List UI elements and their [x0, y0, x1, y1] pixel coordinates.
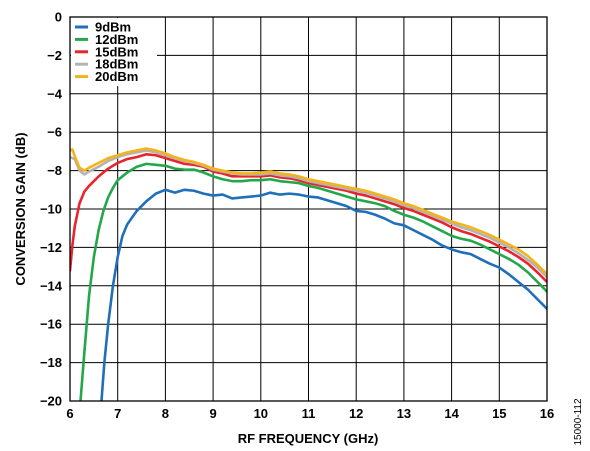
series-line-18dBm — [70, 149, 547, 279]
y-tick-label: 0 — [55, 10, 62, 25]
x-tick-label: 14 — [444, 406, 459, 421]
y-axis-label: CONVERSION GAIN (dB) — [13, 132, 28, 285]
x-tick-label: 13 — [397, 406, 411, 421]
x-tick-label: 15 — [492, 406, 506, 421]
series-line-12dBm — [79, 162, 547, 401]
y-tick-label: −20 — [40, 394, 62, 409]
x-tick-label: 12 — [349, 406, 363, 421]
x-tick-label: 10 — [254, 406, 268, 421]
series-line-20dBm — [70, 147, 547, 276]
x-tick-label: 9 — [209, 406, 216, 421]
legend-label: 12dBm — [95, 32, 138, 47]
x-tick-label: 16 — [540, 406, 554, 421]
y-tick-label: −10 — [40, 202, 62, 217]
series-line-9dBm — [100, 188, 547, 401]
plot-frame — [69, 16, 548, 402]
x-tick-label: 11 — [302, 406, 316, 421]
x-tick-labels: 6 7 8 9 10 11 12 13 14 15 16 — [66, 406, 554, 421]
y-tick-label: −4 — [47, 86, 63, 101]
y-tick-label: −8 — [47, 163, 62, 178]
legend-label: 9dBm — [95, 20, 131, 35]
series-line-15dBm — [70, 152, 547, 284]
legend-label: 15dBm — [95, 44, 138, 59]
x-axis-label: RF FREQUENCY (GHz) — [238, 431, 379, 446]
x-tick-label: 6 — [66, 406, 73, 421]
y-tick-label: −12 — [40, 240, 62, 255]
y-tick-label: −2 — [47, 48, 62, 63]
y-tick-label: −16 — [40, 317, 62, 332]
figure-id: 15000-112 — [573, 398, 584, 446]
y-tick-label: −18 — [40, 355, 62, 370]
x-tick-label: 8 — [162, 406, 169, 421]
y-tick-label: −14 — [40, 278, 63, 293]
series-layer — [70, 147, 547, 401]
legend-label: 20dBm — [95, 69, 138, 84]
y-tick-labels: 0 −2 −4 −6 −8 −10 −12 −14 −16 −18 −20 — [40, 10, 63, 409]
y-tick-label: −6 — [47, 125, 62, 140]
x-tick-label: 7 — [114, 406, 121, 421]
legend-label: 18dBm — [95, 57, 138, 72]
